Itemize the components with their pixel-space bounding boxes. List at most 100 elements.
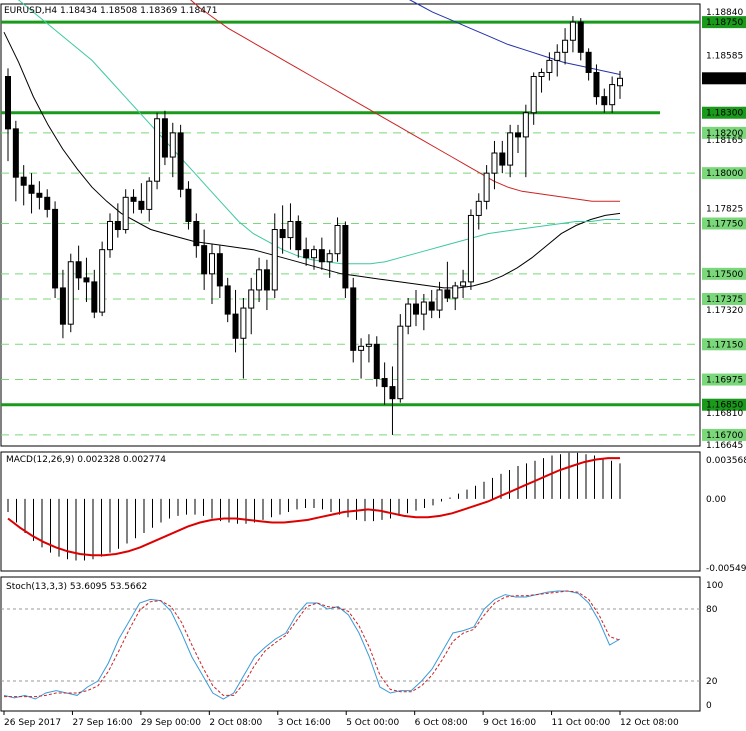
candle[interactable] (83, 277, 90, 283)
candle[interactable] (44, 196, 51, 210)
candle[interactable] (67, 261, 74, 325)
candle[interactable] (593, 71, 600, 98)
candle[interactable] (522, 112, 529, 138)
candle[interactable] (609, 84, 616, 106)
time-axis: 26 Sep 2017 27 Sep 16:00 29 Sep 00:00 2 Oct… (3, 711, 679, 728)
candle[interactable] (373, 343, 380, 380)
candle[interactable] (107, 220, 113, 251)
candle[interactable] (483, 172, 490, 202)
candle[interactable] (99, 249, 106, 313)
candle[interactable] (130, 196, 137, 202)
price-candles[interactable] (5, 16, 623, 435)
candle[interactable] (334, 225, 341, 255)
price-tick-label: 1.17750 (706, 219, 743, 229)
candle[interactable] (428, 301, 435, 311)
candle[interactable] (601, 96, 608, 106)
candle[interactable] (232, 313, 239, 339)
candle[interactable] (617, 77, 623, 87)
candle[interactable] (499, 152, 506, 166)
candle[interactable] (28, 184, 35, 194)
candle[interactable] (318, 249, 325, 263)
candle[interactable] (358, 345, 365, 351)
candle[interactable] (585, 51, 592, 73)
macd-panel: 0.003568 0.00 -0.005495 (7, 452, 746, 574)
candle[interactable] (295, 220, 302, 251)
macd-tick-label: 0.00 (706, 495, 726, 505)
time-tick-label: 26 Sep 2017 (4, 718, 61, 728)
level-price-box (702, 106, 746, 119)
macd-title: MACD(12,26,9) 0.002328 0.002774 (6, 455, 166, 465)
candle[interactable] (436, 289, 443, 311)
candle[interactable] (154, 118, 161, 182)
time-tick-label: 29 Sep 00:00 (141, 718, 201, 728)
candle[interactable] (342, 225, 349, 289)
candle[interactable] (256, 269, 263, 291)
candle[interactable] (507, 132, 514, 166)
candle[interactable] (420, 301, 427, 315)
candle[interactable] (177, 132, 184, 190)
candle[interactable] (224, 285, 231, 315)
candle[interactable] (59, 287, 66, 325)
candle[interactable] (381, 378, 388, 388)
candle[interactable] (303, 249, 310, 259)
level-price-box (702, 16, 746, 29)
candle[interactable] (161, 118, 168, 158)
candle[interactable] (405, 303, 412, 327)
candle[interactable] (146, 180, 153, 210)
time-tick-label: 27 Sep 16:00 (72, 718, 132, 728)
candle[interactable] (389, 386, 396, 400)
candle[interactable] (365, 343, 372, 347)
candle[interactable] (201, 245, 208, 275)
panel-frames (0, 3, 701, 712)
candle[interactable] (577, 21, 584, 53)
candle[interactable] (114, 220, 121, 231)
price-tick-label: 1.17320 (706, 306, 743, 316)
candle[interactable] (554, 51, 561, 61)
candle[interactable] (444, 289, 451, 299)
candle[interactable] (91, 281, 98, 313)
candle[interactable] (185, 188, 192, 222)
price-tick-label: 1.16700 (706, 431, 743, 441)
candle[interactable] (530, 75, 537, 114)
candle[interactable] (5, 75, 11, 130)
level-price-box (702, 398, 746, 411)
candle[interactable] (240, 307, 247, 339)
candle[interactable] (209, 253, 215, 275)
candle[interactable] (193, 220, 200, 247)
candle[interactable] (279, 229, 286, 239)
candle[interactable] (460, 281, 467, 287)
candle[interactable] (475, 200, 482, 216)
candle[interactable] (122, 196, 129, 231)
candle[interactable] (216, 253, 223, 287)
candle[interactable] (515, 132, 521, 138)
candle[interactable] (36, 192, 43, 198)
candle[interactable] (569, 21, 576, 41)
candle[interactable] (326, 253, 333, 263)
candle[interactable] (52, 208, 59, 289)
candle[interactable] (397, 325, 404, 400)
candle[interactable] (287, 220, 294, 239)
panel-frame-1 (0, 451, 701, 572)
stoch-tick-label: 20 (706, 677, 718, 687)
price-tick-label: 1.17500 (706, 270, 743, 280)
candle[interactable] (452, 285, 459, 299)
candle[interactable] (491, 152, 498, 174)
candle[interactable] (263, 269, 270, 291)
candle[interactable] (350, 287, 357, 351)
stochastic-panel: 100 80 20 0 (1, 581, 723, 711)
candle[interactable] (311, 249, 317, 259)
candle[interactable] (75, 261, 82, 279)
candle[interactable] (248, 289, 255, 309)
panel-frame-2 (0, 576, 701, 712)
symbol-ohlc-label: EURUSD,H4 1.18434 1.18508 1.18369 1.1847… (4, 6, 217, 16)
candle[interactable] (12, 128, 19, 178)
candle[interactable] (538, 71, 545, 77)
candle[interactable] (562, 39, 569, 53)
candle[interactable] (169, 132, 176, 158)
candle[interactable] (271, 229, 278, 291)
candle[interactable] (467, 214, 474, 283)
candle[interactable] (413, 303, 419, 315)
candle[interactable] (546, 59, 553, 73)
candle[interactable] (20, 176, 27, 186)
candle[interactable] (138, 200, 145, 210)
